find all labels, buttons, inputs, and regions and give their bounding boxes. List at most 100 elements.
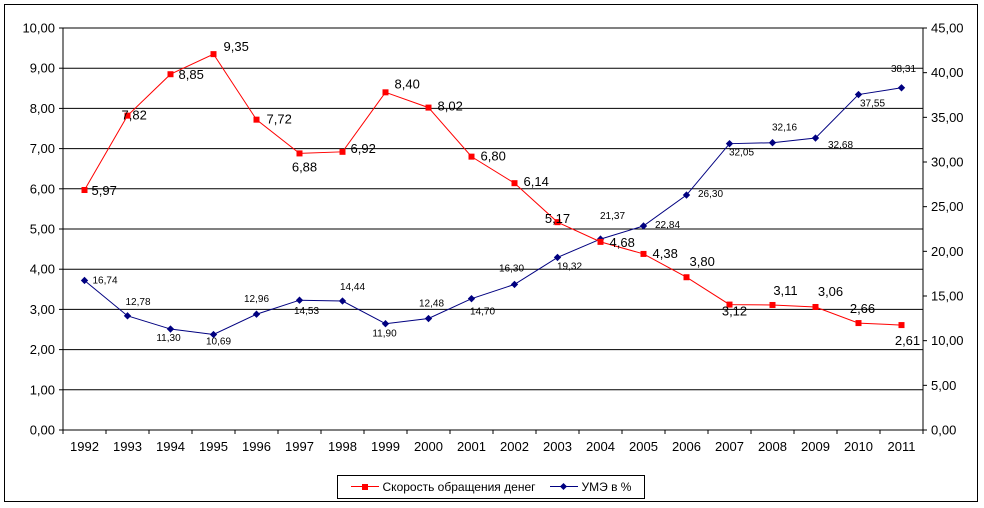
y-left-tick-label: 6,00	[30, 181, 55, 196]
series-layer	[80, 51, 906, 339]
data-label-velocity: 5,97	[92, 183, 117, 198]
y-right-tick-label: 30,00	[931, 155, 964, 170]
data-label-ume: 32,16	[772, 123, 797, 134]
marker-square	[511, 180, 518, 187]
marker-diamond	[510, 280, 519, 289]
data-label-ume: 19,32	[557, 261, 582, 272]
x-tick-label: 1997	[285, 439, 314, 454]
x-tick-label: 1999	[371, 439, 400, 454]
data-label-ume: 11,30	[156, 333, 181, 344]
y-axis-left-ticks: 0,00 1,00 2,00 3,00 4,00 5,00 6,00 7,00 8,00 9,00…	[22, 21, 63, 438]
series-line-ume	[84, 87, 902, 336]
data-label-ume: 32,68	[828, 140, 853, 151]
data-label-velocity: 8,40	[395, 76, 420, 91]
x-tick-label: 2009	[801, 439, 830, 454]
legend-item-ume: УМЭ в %	[549, 480, 632, 494]
legend-label: Скорость обращения денег	[382, 480, 536, 494]
marker-diamond	[553, 253, 562, 262]
legend-item-velocity: Скорость обращения денег	[350, 480, 536, 494]
x-tick-label: 2002	[500, 439, 529, 454]
marker-diamond	[854, 90, 863, 99]
x-tick-label: 1998	[328, 439, 357, 454]
y-axis-right-ticks: 0,00 5,00 10,00 15,00 20,00 25,00 30,00 35,00 40…	[923, 21, 964, 438]
data-label-velocity: 6,80	[481, 149, 506, 164]
legend: Скорость обращения денег УМЭ в %	[337, 475, 645, 499]
marker-square	[769, 301, 776, 308]
legend-swatch-diamond	[549, 482, 578, 492]
x-tick-label: 2011	[888, 439, 916, 454]
marker-diamond	[166, 325, 175, 333]
marker-square	[425, 104, 432, 111]
marker-diamond	[768, 139, 777, 147]
marker-square	[468, 153, 475, 160]
data-label-velocity: 5,17	[545, 211, 570, 226]
data-label-velocity: 6,92	[351, 141, 376, 156]
data-label-ume: 32,05	[729, 148, 754, 159]
marker-diamond	[252, 310, 261, 318]
y-right-tick-label: 10,00	[931, 333, 964, 348]
data-label-velocity: 8,02	[438, 99, 463, 114]
y-right-tick-label: 45,00	[931, 21, 964, 36]
marker-square	[296, 150, 303, 157]
data-label-ume: 37,55	[860, 99, 885, 110]
marker-diamond	[123, 312, 132, 320]
x-tick-label: 2004	[586, 439, 615, 454]
marker-square	[339, 148, 346, 155]
y-right-tick-label: 35,00	[931, 110, 964, 125]
data-label-velocity: 6,14	[524, 174, 549, 189]
gridlines	[63, 27, 923, 391]
data-label-velocity: 7,82	[122, 108, 147, 123]
data-label-velocity: 3,12	[722, 304, 747, 319]
legend-label: УМЭ в %	[581, 480, 632, 494]
y-left-tick-label: 3,00	[30, 302, 55, 317]
data-label-velocity: 2,66	[850, 301, 875, 316]
x-tick-label: 1993	[113, 439, 142, 454]
y-left-tick-label: 0,00	[30, 423, 55, 438]
y-right-tick-label: 5,00	[931, 378, 956, 393]
data-label-ume: 16,74	[93, 275, 118, 286]
y-left-tick-label: 1,00	[30, 382, 55, 397]
x-tick-label: 1995	[199, 439, 228, 454]
data-label-velocity: 6,88	[292, 159, 317, 174]
data-label-ume: 14,70	[470, 307, 495, 318]
data-label-velocity: 3,80	[690, 254, 715, 269]
y-right-tick-label: 25,00	[931, 199, 964, 214]
y-left-tick-label: 7,00	[30, 141, 55, 156]
marker-square	[640, 250, 647, 257]
data-label-ume: 21,37	[600, 211, 625, 222]
marker-diamond	[381, 320, 390, 328]
marker-diamond	[424, 314, 433, 323]
y-right-tick-label: 20,00	[931, 244, 964, 259]
marker-diamond	[80, 276, 89, 285]
y-left-tick-label: 8,00	[30, 101, 55, 116]
legend-marker-diamond	[559, 482, 567, 491]
data-label-ume: 16,30	[499, 263, 524, 274]
data-label-ume: 14,53	[294, 306, 319, 317]
y-left-tick-label: 10,00	[22, 21, 55, 36]
data-label-velocity: 9,35	[224, 39, 249, 54]
data-label-velocity: 4,38	[653, 246, 678, 261]
marker-diamond	[338, 297, 347, 305]
marker-square	[210, 51, 217, 58]
data-label-ume: 22,84	[655, 220, 680, 231]
data-label-velocity: 3,11	[773, 283, 797, 298]
x-tick-label: 2001	[457, 439, 486, 454]
x-tick-label: 2003	[543, 439, 572, 454]
data-label-ume: 10,69	[206, 337, 231, 348]
data-label-ume: 12,96	[244, 294, 269, 305]
series-line-velocity	[84, 53, 902, 326]
marker-square	[855, 320, 862, 327]
x-tick-label: 2005	[629, 439, 658, 454]
data-label-ume: 38,31	[891, 64, 916, 75]
y-right-tick-label: 0,00	[931, 423, 956, 438]
marker-diamond	[897, 84, 906, 92]
x-tick-label: 2006	[672, 439, 701, 454]
data-label-velocity: 4,68	[610, 235, 635, 250]
x-tick-label: 1992	[70, 439, 99, 454]
marker-square	[726, 301, 733, 308]
marker-diamond	[811, 134, 820, 142]
y-left-tick-label: 5,00	[30, 222, 55, 237]
marker-square	[253, 116, 260, 123]
y-left-tick-label: 2,00	[30, 342, 55, 357]
